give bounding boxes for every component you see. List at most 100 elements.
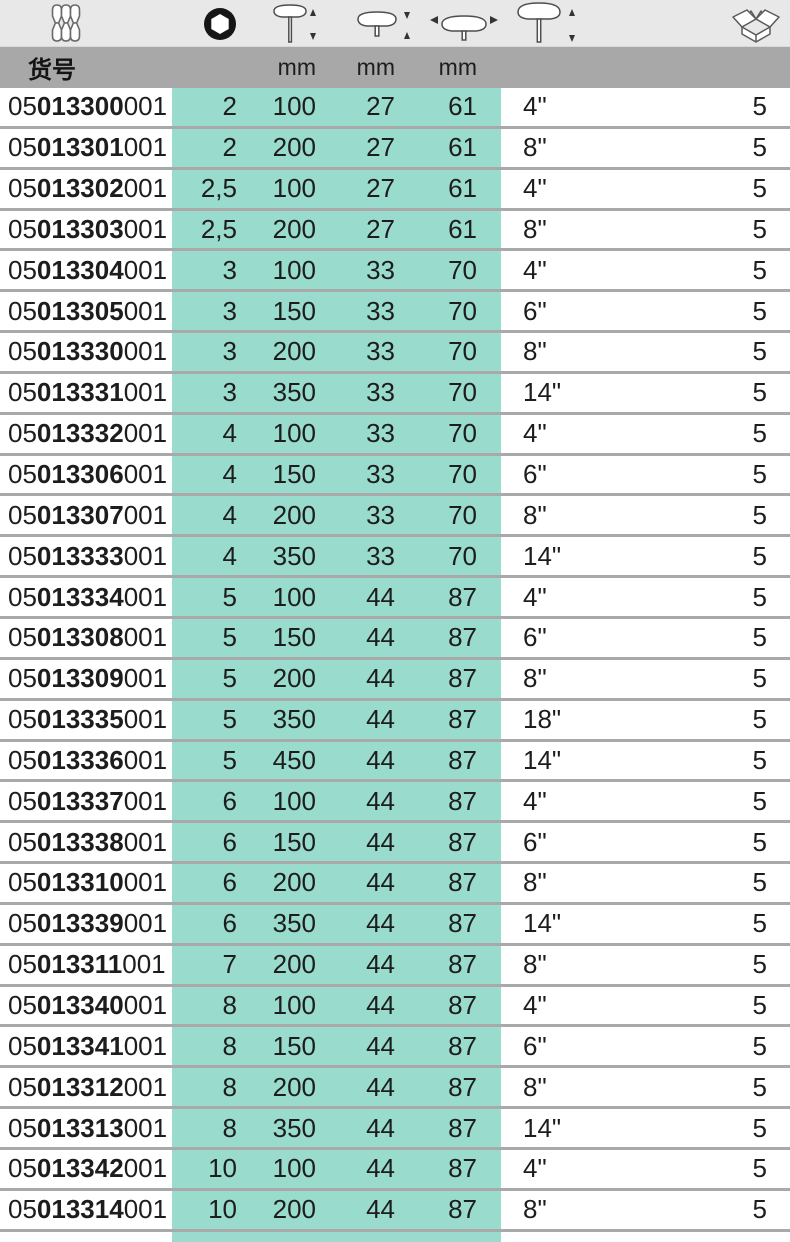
length-inch-cell: 14" xyxy=(523,540,562,571)
item-number-cell: 05013306001 xyxy=(0,459,172,490)
item-number-cell: 05013313001 xyxy=(0,1113,172,1144)
item-number-cell: 05013310001 xyxy=(0,867,172,898)
item-number-core: 013340 xyxy=(36,989,124,1020)
hex-size-cell: 8 xyxy=(222,1030,237,1061)
table-row: 05013308001 5 150 44 87 6" 5 xyxy=(0,619,790,660)
item-number-suffix: 001 xyxy=(123,254,168,285)
item-number-core: 013338 xyxy=(36,826,124,857)
table-row: 05013340001 8 100 44 87 4" 5 xyxy=(0,987,790,1028)
item-number-prefix: 05 xyxy=(8,173,37,204)
hex-size-cell: 8 xyxy=(222,989,237,1020)
handle-height-mm-cell: 27 xyxy=(366,91,395,122)
handle-width-mm-cell: 87 xyxy=(448,663,477,694)
item-number-prefix: 05 xyxy=(8,1194,37,1225)
length-mm-cell: 100 xyxy=(272,173,316,204)
table-row: 05013302001 2,5 100 27 61 4" 5 xyxy=(0,170,790,211)
length-mm-cell: 350 xyxy=(272,704,316,735)
item-number-suffix: 001 xyxy=(123,459,168,490)
item-number-core: 013300 xyxy=(36,91,124,122)
handle-width-mm-cell: 87 xyxy=(448,1153,477,1184)
item-number-label: 货号 xyxy=(28,57,76,84)
item-number-prefix: 05 xyxy=(8,295,37,326)
item-number-suffix: 001 xyxy=(123,499,168,530)
table-row: 05013314001 10 200 44 87 8" 5 xyxy=(0,1191,790,1232)
length-mm-cell: 200 xyxy=(272,949,316,980)
item-number-suffix: 001 xyxy=(123,826,168,857)
item-number-cell: 05013340001 xyxy=(0,990,172,1021)
hex-size-cell: 3 xyxy=(222,336,237,367)
length-inch-cell: 4" xyxy=(523,785,547,816)
length-inch-cell: 14" xyxy=(523,908,562,939)
item-number-cell: 05013311001 xyxy=(0,949,172,980)
item-number-cell: 05013337001 xyxy=(0,786,172,817)
item-number-prefix: 05 xyxy=(8,908,37,939)
length-inch-cell: 8" xyxy=(523,867,547,898)
handle-width-mm-cell: 70 xyxy=(448,459,477,490)
table-row: 05013300001 2 100 27 61 4" 5 xyxy=(0,88,790,129)
pack-qty-cell: 5 xyxy=(752,1153,767,1184)
handle-width-mm-cell: 70 xyxy=(448,418,477,449)
table-row: 05013304001 3 100 33 70 4" 5 xyxy=(0,251,790,293)
measurement-band xyxy=(172,88,501,1242)
pack-qty-cell: 5 xyxy=(752,336,767,367)
hex-size-cell: 5 xyxy=(222,744,237,775)
hex-size-cell: 10 xyxy=(208,1153,237,1184)
item-number-suffix: 001 xyxy=(123,581,168,612)
hex-size-cell: 6 xyxy=(222,826,237,857)
handle-height-mm-cell: 44 xyxy=(366,1071,395,1102)
units-header-row: 货号 mm mm mm xyxy=(0,46,790,88)
table-row: 05013309001 5 200 44 87 8" 5 xyxy=(0,660,790,701)
pack-qty-cell: 5 xyxy=(752,499,767,530)
item-number-core: 013337 xyxy=(36,785,124,816)
table-row: 05013337001 6 100 44 87 4" 5 xyxy=(0,782,790,824)
item-number-core: 013333 xyxy=(36,540,124,571)
handle-width-mm-cell: 87 xyxy=(448,744,477,775)
item-number-prefix: 05 xyxy=(8,867,37,898)
handle-width-mm-cell: 87 xyxy=(448,1112,477,1143)
item-number-cell: 05013309001 xyxy=(0,663,172,694)
item-number-cell: 05013332001 xyxy=(0,418,172,449)
hex-size-cell: 5 xyxy=(222,622,237,653)
pack-qty-cell: 5 xyxy=(752,1030,767,1061)
length-mm-cell: 150 xyxy=(272,1030,316,1061)
item-number-core: 013336 xyxy=(36,744,124,775)
pack-qty-cell: 5 xyxy=(752,91,767,122)
length-mm-cell: 100 xyxy=(272,581,316,612)
length-inch-cell: 14" xyxy=(523,1112,562,1143)
item-number-core: 013309 xyxy=(36,663,124,694)
item-number-suffix: 001 xyxy=(123,132,168,163)
pack-qty-cell: 5 xyxy=(752,1071,767,1102)
item-number-cell: 05013303001 xyxy=(0,214,172,245)
item-number-core: 013311 xyxy=(36,949,123,980)
item-number-core: 013331 xyxy=(36,377,124,408)
handle-height-mm-cell: 27 xyxy=(366,213,395,244)
item-number-core: 013307 xyxy=(36,499,124,530)
item-number-suffix: 001 xyxy=(123,1112,168,1143)
hex-size-cell: 2 xyxy=(222,91,237,122)
handle-width-mm-cell: 61 xyxy=(448,91,477,122)
handle-width-mm-cell: 87 xyxy=(448,1071,477,1102)
handle-width-mm-cell: 87 xyxy=(448,1194,477,1225)
handle-height-mm-cell: 44 xyxy=(366,908,395,939)
item-number-prefix: 05 xyxy=(8,459,37,490)
table-row: 05013307001 4 200 33 70 8" 5 xyxy=(0,496,790,538)
item-number-suffix: 001 xyxy=(123,622,168,653)
handle-width-mm-cell: 87 xyxy=(448,704,477,735)
table-body: 05013300001 2 100 27 61 4" 5 05013301001… xyxy=(0,88,790,1232)
length-mm-cell: 100 xyxy=(272,254,316,285)
table-row: 05013342001 10 100 44 87 4" 5 xyxy=(0,1150,790,1191)
handle-height-mm-cell: 27 xyxy=(366,173,395,204)
handle-height-mm-cell: 44 xyxy=(366,744,395,775)
table-row: 05013336001 5 450 44 87 14" 5 xyxy=(0,742,790,783)
table-row: 05013339001 6 350 44 87 14" 5 xyxy=(0,905,790,946)
length-mm-cell: 200 xyxy=(272,867,316,898)
handle-height-mm-cell: 27 xyxy=(366,132,395,163)
item-number-suffix: 001 xyxy=(123,1071,168,1102)
item-number-suffix: 001 xyxy=(123,295,168,326)
item-number-cell: 05013336001 xyxy=(0,745,172,776)
hex-size-cell: 6 xyxy=(222,908,237,939)
pack-qty-cell: 5 xyxy=(752,1112,767,1143)
handle-width-icon xyxy=(428,10,500,42)
handle-height-mm-cell: 33 xyxy=(366,418,395,449)
pack-qty-cell: 5 xyxy=(752,622,767,653)
